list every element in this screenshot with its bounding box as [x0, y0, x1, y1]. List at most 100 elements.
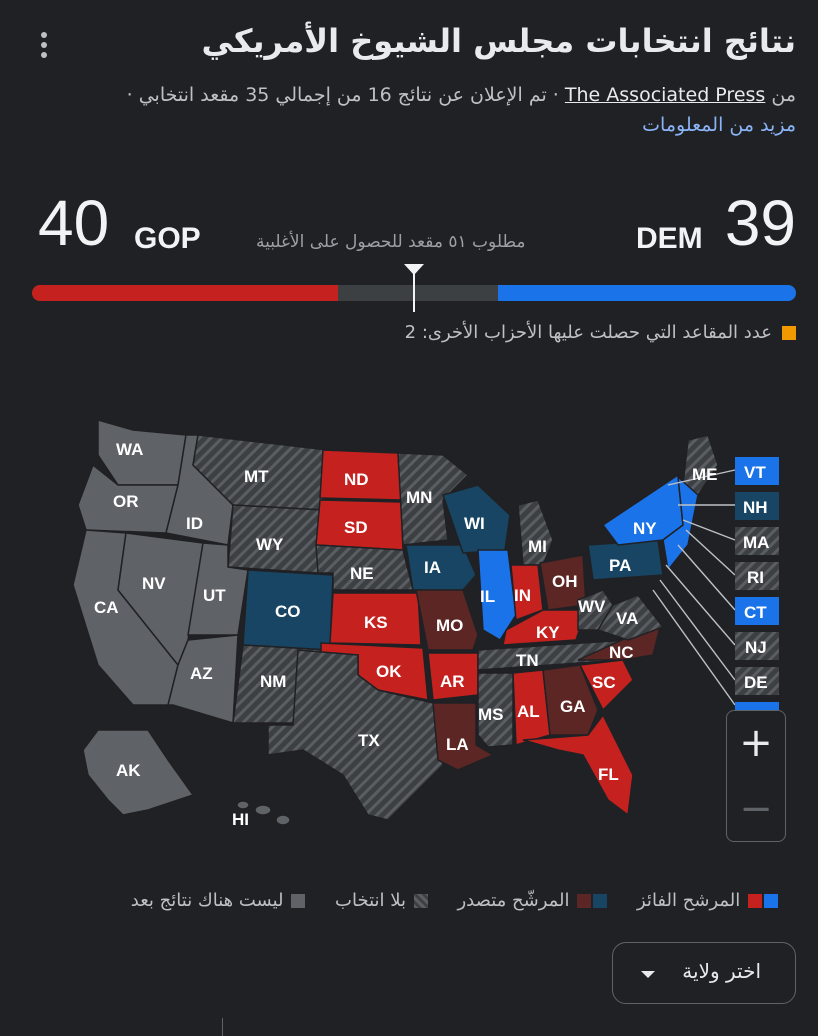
label-wa: WA: [116, 440, 143, 459]
other-parties-note: عدد المقاعد التي حصلت عليها الأحزاب الأخ…: [405, 322, 796, 343]
label-mi: MI: [528, 537, 547, 556]
label-pa: PA: [609, 556, 631, 575]
state-tx[interactable]: [267, 649, 444, 821]
label-fl: FL: [598, 765, 619, 784]
label-in: IN: [514, 586, 531, 605]
map-legend: المرشح الفائز المرشّح متصدر بلا انتخاب ل…: [107, 890, 778, 911]
state-ne[interactable]: [315, 544, 414, 591]
state-mi[interactable]: [517, 499, 554, 566]
state-hi[interactable]: [236, 800, 291, 826]
gop-label: GOP: [134, 222, 201, 255]
label-tn: TN: [516, 651, 539, 670]
state-ga[interactable]: [542, 664, 599, 736]
label-wi: WI: [464, 514, 485, 533]
legend-no-results: ليست هناك نتائج بعد: [131, 890, 306, 911]
box-nj[interactable]: [735, 632, 779, 660]
label-al: AL: [517, 702, 540, 721]
state-ia[interactable]: [405, 544, 477, 591]
label-sc: SC: [592, 673, 616, 692]
state-fl[interactable]: [522, 713, 634, 817]
label-ny: NY: [633, 519, 657, 538]
subtitle-prefix: من: [771, 84, 796, 106]
label-vt: VT: [744, 463, 766, 482]
label-nc: NC: [609, 643, 634, 662]
label-me: ME: [692, 465, 718, 484]
state-sc[interactable]: [578, 659, 634, 712]
label-ut: UT: [203, 586, 226, 605]
state-ne-small[interactable]: [662, 475, 699, 572]
state-wi[interactable]: [442, 484, 511, 554]
box-ct[interactable]: [735, 597, 779, 625]
box-de[interactable]: [735, 667, 779, 695]
majority-text: مطلوب ٥١ مقعد للحصول على الأغلبية: [256, 232, 526, 252]
gop-bar-fill: [32, 285, 338, 301]
source-link[interactable]: The Associated Press: [564, 84, 766, 106]
label-de: DE: [744, 673, 768, 692]
others-swatch: [782, 326, 796, 340]
label-ma: MA: [743, 533, 769, 552]
label-az: AZ: [190, 664, 213, 683]
state-az[interactable]: [167, 634, 239, 724]
more-info-link[interactable]: مزيد من المعلومات: [642, 114, 796, 136]
label-ak: AK: [116, 761, 141, 780]
legend-leading: المرشّح متصدر: [457, 890, 608, 911]
dem-seat-count: 39: [724, 187, 796, 259]
zoom-in-button[interactable]: +: [739, 720, 773, 766]
label-tx: TX: [358, 731, 380, 750]
gop-seat-count: 40: [38, 187, 110, 259]
subtitle: من The Associated Press · تم الإعلان عن …: [116, 80, 796, 140]
label-wv: WV: [578, 597, 606, 616]
label-ky: KY: [536, 623, 560, 642]
divider: [222, 1018, 223, 1036]
label-nv: NV: [142, 574, 166, 593]
dem-label: DEM: [636, 222, 703, 255]
box-ri[interactable]: [735, 562, 779, 590]
state-ak[interactable]: [82, 729, 195, 816]
label-mo: MO: [436, 616, 463, 635]
label-oh: OH: [552, 572, 578, 591]
legend-no-election: بلا انتخاب: [335, 890, 428, 911]
box-ma[interactable]: [735, 527, 779, 555]
label-ca: CA: [94, 598, 119, 617]
winner-gop-swatch: [748, 894, 762, 908]
more-options-icon[interactable]: [36, 32, 52, 60]
state-il[interactable]: [477, 549, 517, 642]
no-election-swatch: [413, 894, 428, 908]
legend-no-results-label: ليست هناك نتائج بعد: [130, 890, 284, 911]
chevron-down-icon: [641, 971, 655, 978]
label-ri: RI: [747, 568, 764, 587]
box-vt[interactable]: [735, 457, 779, 485]
label-va: VA: [616, 609, 638, 628]
label-la: LA: [446, 735, 469, 754]
state-ks[interactable]: [329, 592, 422, 646]
state-va[interactable]: [596, 594, 665, 641]
label-wy: WY: [256, 535, 284, 554]
label-ct: CT: [744, 603, 767, 622]
no-results-swatch: [291, 894, 306, 908]
label-mn: MN: [406, 488, 432, 507]
dem-bar-fill: [498, 285, 796, 301]
label-ms: MS: [478, 705, 504, 724]
label-ar: AR: [440, 672, 465, 691]
legend-no-election-label: بلا انتخاب: [335, 890, 406, 911]
label-ok: OK: [376, 662, 402, 681]
us-senate-map[interactable]: WA OR CA ID NV MT WY UT AZ CO NM ND SD N…: [38, 405, 818, 845]
zoom-out-button[interactable]: −: [739, 786, 773, 832]
subtitle-rest: · تم الإعلان عن نتائج 16 من إجمالي 35 مق…: [126, 84, 559, 106]
box-md[interactable]: [735, 702, 779, 710]
label-hi: HI: [232, 810, 249, 829]
majority-marker-icon: [404, 264, 424, 312]
legend-winner: المرشح الفائز: [637, 890, 778, 911]
box-nh[interactable]: [735, 492, 779, 520]
state-select[interactable]: اختر ولاية: [612, 942, 796, 1004]
state-ms[interactable]: [477, 672, 514, 748]
label-nh: NH: [743, 498, 768, 517]
label-nd: ND: [344, 470, 369, 489]
state-mn[interactable]: [397, 452, 470, 546]
winner-dem-swatch: [764, 894, 778, 908]
state-la[interactable]: [432, 702, 495, 771]
legend-winner-label: المرشح الفائز: [637, 890, 741, 911]
state-select-label: اختر ولاية: [682, 959, 761, 983]
state-mo[interactable]: [415, 589, 479, 651]
label-ga: GA: [560, 697, 586, 716]
